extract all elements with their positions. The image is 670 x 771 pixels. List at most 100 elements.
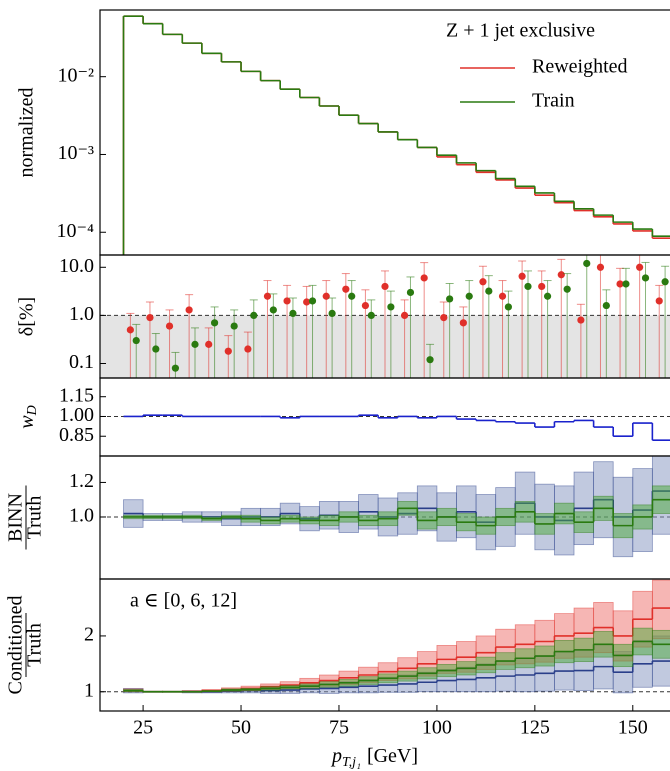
point (543, 292, 552, 300)
point (269, 306, 277, 314)
point (479, 278, 487, 286)
point (538, 282, 546, 291)
point (636, 263, 644, 271)
point (616, 280, 624, 288)
point (289, 309, 297, 318)
point (308, 297, 317, 305)
y-tick-label: 2 (84, 624, 94, 646)
x-tick-label: 25 (133, 717, 153, 739)
y-label-denominator: Truth (24, 496, 46, 540)
legend-title: Z + 1 jet exclusive (446, 20, 595, 42)
y-tick-label: 0.1 (69, 351, 94, 373)
point (185, 306, 193, 314)
band (651, 579, 670, 640)
point (322, 292, 330, 300)
point (400, 311, 409, 319)
point (361, 301, 370, 310)
legend-label: Train (532, 90, 575, 112)
panel-frame (99, 578, 670, 712)
point (230, 322, 238, 330)
y-tick-label: 0.85 (59, 424, 94, 446)
point (348, 292, 356, 300)
panel (122, 15, 670, 255)
panel (100, 579, 670, 694)
point (165, 322, 174, 330)
point (342, 285, 350, 293)
point (146, 314, 154, 322)
point (420, 274, 428, 282)
point (132, 336, 140, 345)
point (283, 297, 291, 305)
y-tick-label: 1 (84, 679, 94, 701)
point (655, 297, 663, 305)
y-tick-label: 1.15 (59, 384, 94, 406)
point (303, 298, 311, 306)
y-label-denominator: Truth (24, 623, 46, 667)
point (367, 311, 375, 319)
panel (100, 255, 670, 378)
y-axis-label: δ[%] (16, 297, 38, 336)
point (381, 282, 389, 291)
point (210, 319, 219, 327)
y-tick-label: 1.00 (59, 404, 94, 426)
x-tick-label: 75 (329, 717, 349, 739)
x-label-rest: [GeV] (367, 745, 418, 767)
point (485, 287, 493, 295)
point (504, 303, 513, 311)
point (622, 280, 630, 288)
point (426, 356, 434, 364)
point (602, 301, 610, 310)
y-tick-label: 10.0 (59, 255, 94, 277)
x-tick-label: 150 (618, 717, 648, 739)
y-label-main: w (16, 415, 38, 429)
point (661, 278, 669, 286)
y-tick-label: 1.0 (69, 303, 94, 325)
legend-label: Reweighted (532, 56, 628, 78)
annotation: a ∈ [0, 6, 12] (130, 590, 237, 612)
point (406, 288, 415, 297)
point (557, 271, 565, 279)
point (596, 263, 605, 271)
point (263, 292, 272, 300)
point (152, 345, 160, 353)
point (440, 314, 448, 322)
point (498, 292, 507, 300)
point (577, 316, 585, 324)
point (328, 309, 336, 318)
panel (100, 456, 670, 558)
y-axis-label: normalized (16, 88, 38, 178)
point (205, 340, 213, 348)
x-tick-label: 50 (231, 717, 251, 739)
y-tick-label: 1.0 (69, 505, 94, 527)
x-tick-label: 100 (422, 717, 452, 739)
point (244, 345, 252, 353)
point (171, 364, 180, 372)
point (224, 347, 232, 355)
point (641, 274, 650, 282)
point (465, 292, 473, 300)
point (563, 285, 571, 293)
y-label-numerator: BINN (5, 493, 27, 542)
x-label-sub: T,j₁ (342, 755, 361, 770)
y-tick-label: 10⁻² (57, 64, 94, 86)
point (524, 282, 532, 291)
panel (100, 414, 670, 441)
y-label-numerator: Conditioned (5, 596, 27, 695)
y-axis-label: wD (16, 405, 41, 428)
x-axis-label: pT,j₁ [GeV] (330, 745, 418, 771)
point (583, 259, 591, 268)
x-tick-label: 125 (520, 717, 550, 739)
y-label-sub: D (25, 405, 40, 416)
y-tick-label: 10⁻³ (57, 142, 94, 164)
point (191, 340, 199, 348)
point (446, 295, 454, 303)
point (250, 311, 258, 319)
point (518, 272, 526, 280)
point (459, 319, 467, 327)
y-tick-label: 1.2 (69, 470, 94, 492)
y-tick-label: 10⁻⁴ (56, 220, 94, 242)
